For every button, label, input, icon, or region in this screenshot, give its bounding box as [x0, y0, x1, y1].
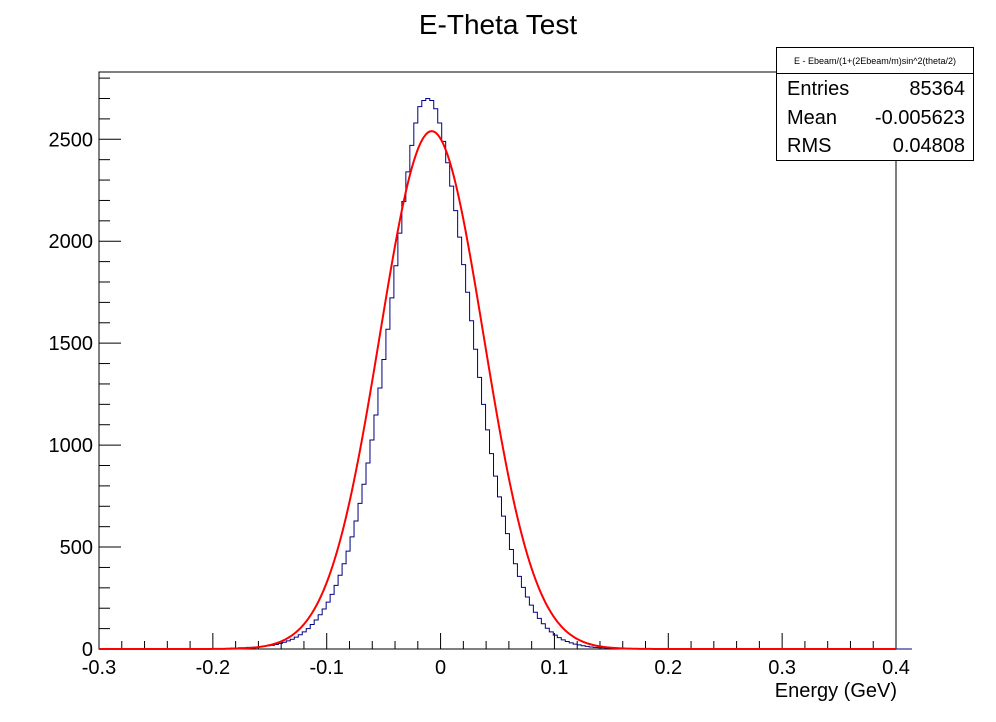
- y-tick-label: 1500: [49, 333, 94, 355]
- stats-value: -0.005623: [874, 107, 965, 129]
- x-tick-label: 0.1: [541, 657, 569, 679]
- x-tick-label: -0.3: [82, 657, 116, 679]
- x-axis-label: Energy (GeV): [775, 680, 897, 702]
- chart-title: E-Theta Test: [419, 9, 577, 40]
- y-tick-label: 500: [60, 537, 93, 559]
- stats-label: RMS: [787, 135, 832, 157]
- x-tick-label: 0: [435, 657, 446, 679]
- y-tick-label: 2000: [49, 231, 94, 253]
- x-tick-label: 0.3: [768, 657, 796, 679]
- plot-frame: [98, 71, 897, 650]
- stats-label: Entries: [787, 78, 850, 100]
- stats-box: E - Ebeam/(1+(2Ebeam/m)sin^2(theta/2) En…: [776, 47, 974, 161]
- y-tick-label: 1000: [49, 435, 94, 457]
- stats-value: 0.04808: [892, 135, 965, 157]
- stats-value: 85364: [909, 78, 965, 100]
- stats-row-rms: RMS 0.04808: [787, 132, 965, 161]
- histogram-series: [99, 98, 912, 650]
- x-tick-label: -0.1: [309, 657, 343, 679]
- x-tick-label: 0.2: [654, 657, 682, 679]
- x-tick-label: -0.2: [196, 657, 230, 679]
- plot-area: 0 500 1000 1500 2000 2500 -0.3 -0.2 -0.1 0 0.1 0.2 0…: [49, 71, 912, 679]
- y-tick-label: 0: [82, 639, 93, 661]
- stats-row-entries: Entries 85364: [787, 75, 965, 104]
- y-tick-label: 2500: [49, 129, 94, 151]
- stats-title: E - Ebeam/(1+(2Ebeam/m)sin^2(theta/2): [777, 48, 973, 74]
- x-tick-label: 0.4: [882, 657, 910, 679]
- stats-label: Mean: [787, 107, 838, 129]
- fit-curve: [99, 130, 896, 650]
- stats-row-mean: Mean -0.005623: [787, 104, 965, 133]
